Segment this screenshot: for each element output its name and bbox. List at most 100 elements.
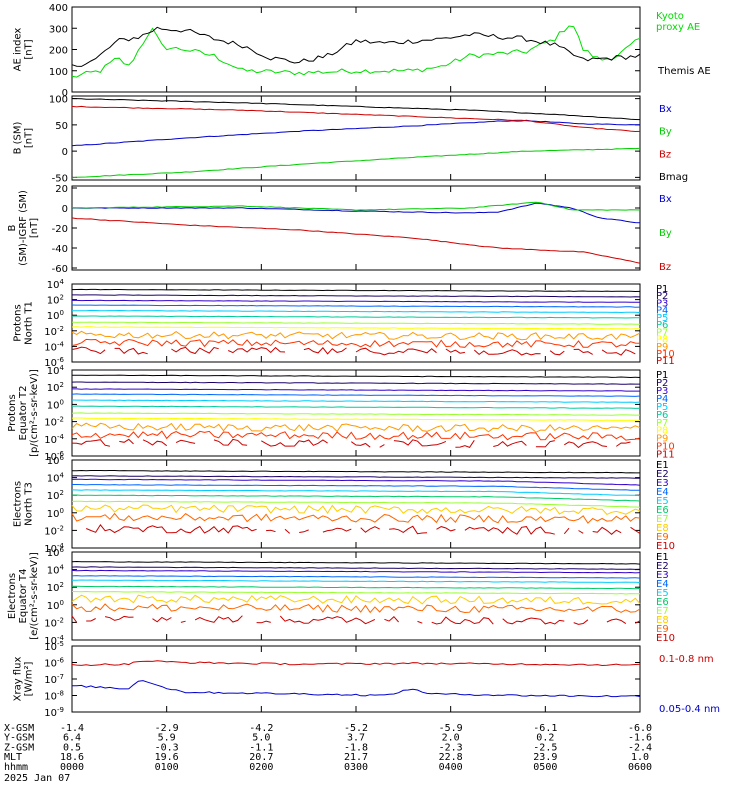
y-tick-label: 106 xyxy=(47,454,65,467)
legend-entry: E5 xyxy=(656,588,669,599)
flux-line-e6 xyxy=(71,494,641,502)
y-axis-label-line: Electrons xyxy=(13,481,24,527)
legend-entry: Bz xyxy=(659,149,671,160)
series-line-bmag xyxy=(71,98,641,121)
flux-line-p11 xyxy=(227,346,286,354)
tick-value: -2.4 xyxy=(628,742,652,753)
flux-line-e10 xyxy=(194,615,243,623)
flux-line-p11 xyxy=(473,349,541,356)
flux-line-e10 xyxy=(563,527,570,535)
tick-value: 0400 xyxy=(439,762,463,773)
series-line-0-1-0-8-nm xyxy=(71,660,641,667)
y-tick-label: -20 xyxy=(52,224,68,235)
flux-line-p9 xyxy=(71,330,641,341)
flux-line-e10 xyxy=(86,618,96,622)
legend-entry: E10 xyxy=(656,633,675,644)
flux-line-e10 xyxy=(322,527,352,533)
y-tick-label: 106 xyxy=(47,546,65,559)
legend-entry: E10 xyxy=(656,541,675,552)
flux-line-e7 xyxy=(71,500,641,508)
y-tick-label: 10-8 xyxy=(44,690,64,703)
legend-entry: E7 xyxy=(656,514,669,525)
flux-line-p11 xyxy=(379,444,385,448)
y-tick-label: 102 xyxy=(47,294,64,307)
series-line-bz xyxy=(71,105,641,133)
y-axis-label-line: North T3 xyxy=(24,482,35,526)
row-label: MLT xyxy=(4,752,22,763)
flux-line-p10 xyxy=(71,338,641,348)
legend-entry: P1 xyxy=(656,284,668,295)
panel-2: 100 50 0 -50 B (SM) [nT] Bx By Bz Bmag xyxy=(13,95,689,185)
y-tick-label: 10-7 xyxy=(44,673,64,686)
legend-entry: P11 xyxy=(656,450,675,461)
flux-line-p10 xyxy=(71,430,641,441)
row-label: Y-GSM xyxy=(4,733,34,744)
legend-entry: P2 xyxy=(656,291,668,302)
tick-value: -2.5 xyxy=(533,742,557,753)
tick-value: -1.6 xyxy=(628,733,652,744)
y-axis-label-line: [W/m²] xyxy=(24,661,35,696)
flux-line-e10 xyxy=(384,615,399,623)
legend-entry: P8 xyxy=(656,426,668,437)
tick-value: -5.9 xyxy=(439,723,463,734)
series-line-kyoto-proxy-ae xyxy=(71,25,641,78)
y-axis-label-line: AE index xyxy=(13,28,24,72)
y-tick-label: 10-6 xyxy=(44,450,64,463)
y-tick-label: 10-9 xyxy=(44,706,64,719)
y-axis-label: Xray flux [W/m²] xyxy=(13,657,35,702)
tick-value: 0000 xyxy=(60,762,84,773)
legend-entry: P9 xyxy=(656,342,668,353)
flux-line-p1 xyxy=(71,288,641,293)
flux-line-e10 xyxy=(104,615,134,621)
y-tick-label: 300 xyxy=(49,24,68,35)
legend-entry: proxy AE xyxy=(656,22,700,33)
flux-line-p11 xyxy=(142,439,168,447)
flux-line-p11 xyxy=(261,439,328,447)
y-axis-label-line: Xray flux xyxy=(13,657,24,702)
flux-line-p11 xyxy=(171,346,219,355)
tick-value: -0.3 xyxy=(155,742,179,753)
y-tick-label: 100 xyxy=(47,599,64,612)
flux-line-e10 xyxy=(152,616,172,623)
legend-entry: E9 xyxy=(656,532,669,543)
date-label: 2025 Jan 07 xyxy=(4,773,70,784)
tick-value: 5.9 xyxy=(158,733,176,744)
legend-entry: P5 xyxy=(656,313,668,324)
legend-entry: P3 xyxy=(656,386,668,397)
flux-line-e10 xyxy=(279,615,376,625)
y-axis-label: B (SM)-IGRF (SM) [nT] xyxy=(7,190,40,266)
tick-value: 22.8 xyxy=(439,752,463,763)
y-axis-label: B (SM) [nT] xyxy=(13,121,35,154)
tick-value: 1.0 xyxy=(631,752,649,763)
flux-line-e10 xyxy=(573,619,589,625)
flux-line-p11 xyxy=(71,439,111,447)
flux-line-p11 xyxy=(355,347,437,356)
y-tick-label: 10-4 xyxy=(44,634,64,647)
legend-entry: P11 xyxy=(656,356,675,367)
flux-line-p11 xyxy=(573,348,593,355)
flux-line-e10 xyxy=(389,525,428,535)
tick-value: 19.6 xyxy=(155,752,179,763)
panel-4: 104 102 100 10-2 10-4 10-6 Protons North T1 P1P2… xyxy=(13,278,675,369)
tick-value: 0100 xyxy=(155,762,179,773)
flux-line-p7 xyxy=(71,321,640,325)
flux-line-p11 xyxy=(445,348,465,354)
legend-entry: By xyxy=(659,228,672,239)
row-label: Z-GSM xyxy=(4,742,34,753)
flux-line-p11 xyxy=(114,347,148,355)
flux-line-p11 xyxy=(601,349,636,356)
flux-line-e9 xyxy=(71,603,641,614)
panel-frame xyxy=(71,6,641,93)
flux-line-e10 xyxy=(256,620,271,624)
flux-line-e1 xyxy=(72,469,640,474)
legend-entry: P6 xyxy=(656,410,668,421)
flux-line-p11 xyxy=(455,440,475,449)
panel-5: 104 102 100 10-2 10-4 10-6 Protons Equator T2 [p… xyxy=(7,364,675,463)
legend-entry: Bz xyxy=(659,262,671,273)
panel-frame xyxy=(71,459,641,549)
y-tick-label: 0 xyxy=(62,147,68,158)
tick-value: 5.0 xyxy=(252,733,270,744)
y-tick-label: 10-2 xyxy=(44,325,64,338)
legend-entry: Bmag xyxy=(659,172,688,183)
legend-entry: E2 xyxy=(656,561,669,572)
